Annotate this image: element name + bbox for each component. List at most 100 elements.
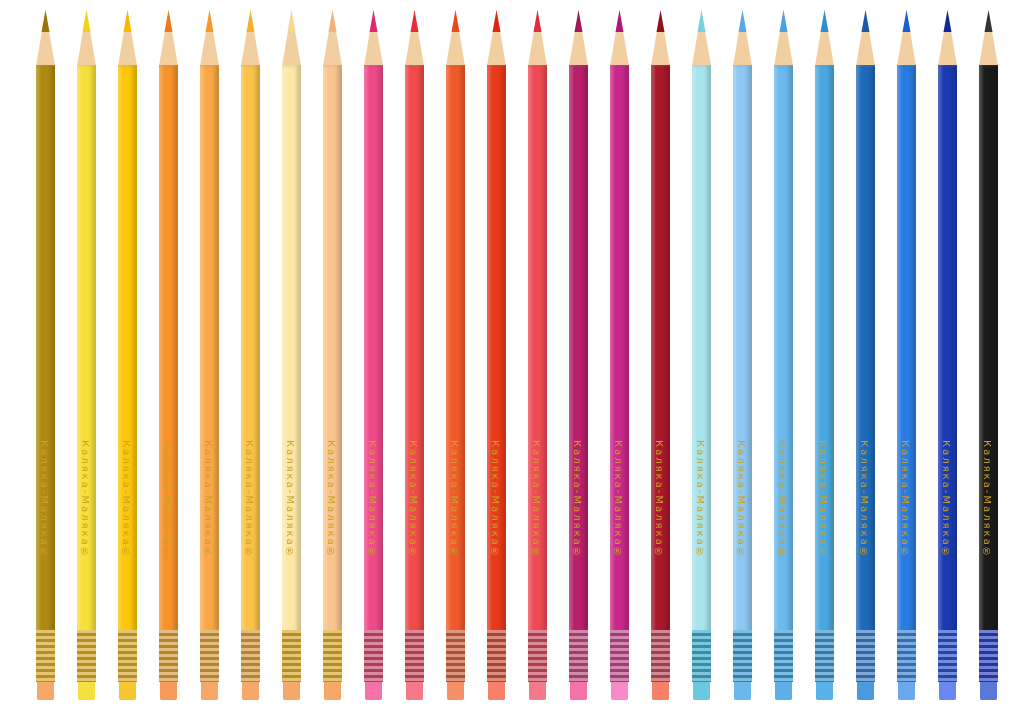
pencil-tip [36,10,55,66]
pencil-body [651,65,670,640]
pencil-tip [282,10,301,66]
pencil-ferrule [897,630,916,682]
pencil-ferrule [528,630,547,682]
pencil-eraser [324,682,341,700]
pencil: Каляка-Маляка® [856,10,875,702]
pencil-eraser [488,682,505,700]
pencil-tip [774,10,793,66]
pencil-tip [364,10,383,66]
pencil-ferrule [938,630,957,682]
pencil-ferrule [856,630,875,682]
pencil-ferrule [774,630,793,682]
pencil-tip [569,10,588,66]
pencil: Каляка-Маляка® [118,10,137,702]
pencil-body [979,65,998,640]
pencil-body [200,65,219,640]
brand-label: Каляка-Маляка® [448,440,459,560]
pencil-body [528,65,547,640]
pencil-tip [405,10,424,66]
pencil-tip [815,10,834,66]
brand-label: Каляка-Маляка® [407,440,418,560]
pencil: Каляка-Маляка® [77,10,96,702]
pencil-eraser [201,682,218,700]
pencil-tip [487,10,506,66]
pencil: Каляка-Маляка® [241,10,260,702]
pencil-tip [446,10,465,66]
pencil-ferrule [446,630,465,682]
pencil-eraser [447,682,464,700]
pencil: Каляка-Маляка® [569,10,588,702]
pencil: Каляка-Маляка® [364,10,383,702]
pencil: Каляка-Маляка® [159,10,178,702]
pencil: Каляка-Маляка® [446,10,465,702]
pencil-eraser [406,682,423,700]
pencil-ferrule [282,630,301,682]
pencil-eraser [652,682,669,700]
brand-label: Каляка-Маляка® [653,440,664,560]
pencil-eraser [529,682,546,700]
pencil: Каляка-Маляка® [938,10,957,702]
brand-label: Каляка-Маляка® [940,440,951,560]
pencil-body [159,65,178,640]
pencil-body [692,65,711,640]
pencil-tip [118,10,137,66]
brand-label: Каляка-Маляка® [366,440,377,560]
pencil-eraser [939,682,956,700]
pencil-tip [692,10,711,66]
pencil-eraser [857,682,874,700]
pencil-eraser [816,682,833,700]
pencil-tip [77,10,96,66]
pencil-ferrule [159,630,178,682]
pencil-tip [938,10,957,66]
pencil-ferrule [36,630,55,682]
pencil: Каляка-Маляка® [897,10,916,702]
brand-label: Каляка-Маляка® [243,440,254,560]
pencil-body [364,65,383,640]
pencil-tip [528,10,547,66]
pencil-eraser [898,682,915,700]
brand-label: Каляка-Маляка® [981,440,992,560]
pencil-body [856,65,875,640]
pencil-body [446,65,465,640]
brand-label: Каляка-Маляка® [325,440,336,560]
pencil-body [487,65,506,640]
pencil-body [405,65,424,640]
pencil-ferrule [651,630,670,682]
pencil-ferrule [733,630,752,682]
pencil-body [118,65,137,640]
pencil-body [282,65,301,640]
pencil-eraser [119,682,136,700]
pencil-tip [610,10,629,66]
brand-label: Каляка-Маляка® [899,440,910,560]
pencil-eraser [611,682,628,700]
pencil-tip [159,10,178,66]
pencil-body [36,65,55,640]
pencil-tip [979,10,998,66]
brand-label: Каляка-Маляка® [161,440,172,560]
pencil-body [774,65,793,640]
pencil-tip [651,10,670,66]
brand-label: Каляка-Маляка® [817,440,828,560]
pencil-ferrule [405,630,424,682]
pencil-tip [323,10,342,66]
pencil-ferrule [569,630,588,682]
pencil: Каляка-Маляка® [487,10,506,702]
pencil: Каляка-Маляка® [528,10,547,702]
brand-label: Каляка-Маляка® [858,440,869,560]
pencil-tip [733,10,752,66]
pencil-eraser [242,682,259,700]
pencil-ferrule [692,630,711,682]
pencil-ferrule [364,630,383,682]
brand-label: Каляка-Маляка® [530,440,541,560]
pencil-eraser [775,682,792,700]
pencil-body [610,65,629,640]
pencil-eraser [980,682,997,700]
pencil-eraser [365,682,382,700]
pencil-ferrule [118,630,137,682]
pencil-eraser [160,682,177,700]
pencil-eraser [570,682,587,700]
pencil: Каляка-Маляка® [323,10,342,702]
pencil: Каляка-Маляка® [774,10,793,702]
pencil: Каляка-Маляка® [405,10,424,702]
